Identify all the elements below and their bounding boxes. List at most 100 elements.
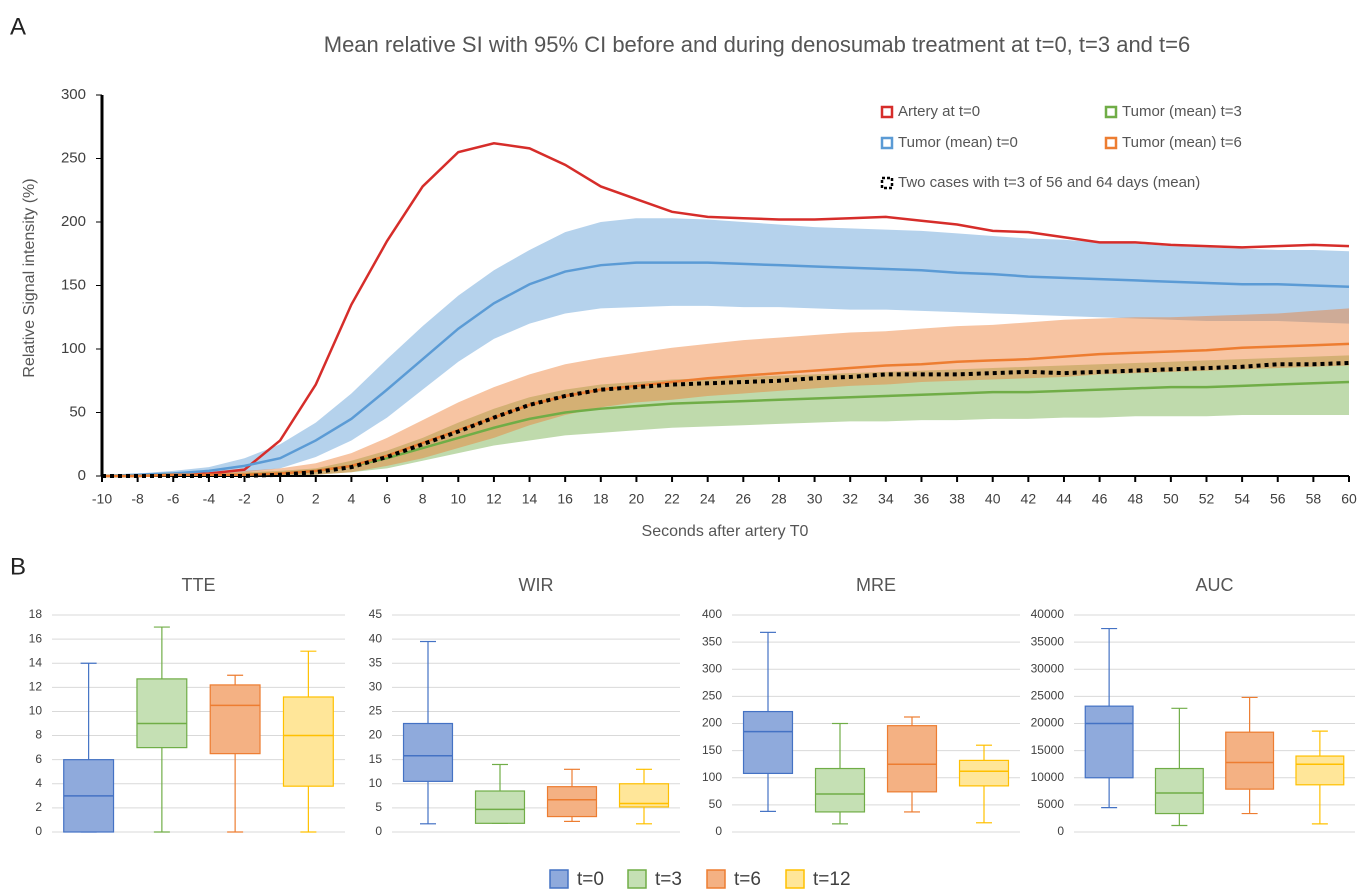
y-tick-label: 50 xyxy=(69,403,86,420)
y-tick-label: 30 xyxy=(369,680,383,694)
y-tick-label: 0 xyxy=(35,824,42,838)
y-tick-label: 250 xyxy=(61,149,86,166)
x-tick-label: 20 xyxy=(629,491,645,507)
x-tick-label: 0 xyxy=(276,491,284,507)
legend-label: Two cases with t=3 of 56 and 64 days (me… xyxy=(898,174,1200,191)
x-tick-label: 34 xyxy=(878,491,894,507)
y-tick-label: 2 xyxy=(35,800,42,814)
box xyxy=(742,710,794,775)
y-tick-label: 20 xyxy=(369,728,383,742)
series-line xyxy=(102,141,1350,478)
box xyxy=(1154,767,1204,815)
x-tick-label: 44 xyxy=(1056,491,1072,507)
legend-label: t=3 xyxy=(655,869,682,890)
legend-swatch xyxy=(785,869,805,889)
y-tick-label: 250 xyxy=(702,689,722,703)
box xyxy=(402,722,454,782)
y-tick-label: 15000 xyxy=(1031,743,1065,757)
box xyxy=(1225,731,1275,790)
y-tick-label: 40000 xyxy=(1031,607,1065,621)
legend-swatch xyxy=(1104,136,1118,150)
y-tick-label: 300 xyxy=(702,661,722,675)
y-tick-label: 25000 xyxy=(1031,689,1065,703)
y-tick-label: 45 xyxy=(369,607,383,621)
y-tick-label: 100 xyxy=(702,770,722,784)
y-tick-label: 20000 xyxy=(1031,716,1065,730)
box xyxy=(886,725,938,793)
y-tick-label: 10 xyxy=(29,704,43,718)
x-tick-label: 28 xyxy=(771,491,787,507)
legend-label: t=6 xyxy=(734,869,761,890)
ci-band xyxy=(102,308,1349,476)
x-tick-label: 50 xyxy=(1163,491,1179,507)
x-tick-label: 42 xyxy=(1021,491,1037,507)
box xyxy=(282,696,334,787)
x-tick-label: -10 xyxy=(92,491,112,507)
x-tick-label: 30 xyxy=(807,491,823,507)
legend-label: t=12 xyxy=(813,869,851,890)
y-tick-label: 15 xyxy=(369,752,383,766)
legend-label: Artery at t=0 xyxy=(898,103,980,120)
x-tick-label: 18 xyxy=(593,491,609,507)
x-tick-label: 8 xyxy=(419,491,427,507)
box xyxy=(1295,755,1345,786)
x-tick-label: 6 xyxy=(383,491,391,507)
legend-swatch xyxy=(880,105,894,119)
legend-swatch xyxy=(880,176,894,190)
y-tick-label: 200 xyxy=(702,716,722,730)
x-tick-label: 24 xyxy=(700,491,716,507)
panel-label: B xyxy=(10,553,26,580)
box xyxy=(136,678,188,749)
y-tick-label: 10000 xyxy=(1031,770,1065,784)
legend-swatch xyxy=(627,869,647,889)
y-tick-label: 5 xyxy=(375,800,382,814)
x-tick-label: 2 xyxy=(312,491,320,507)
x-axis-label: Seconds after artery T0 xyxy=(642,523,809,540)
box xyxy=(618,783,670,808)
box xyxy=(474,790,526,824)
x-tick-label: 38 xyxy=(949,491,965,507)
x-tick-label: 10 xyxy=(450,491,466,507)
subplot-title: MRE xyxy=(856,575,896,595)
y-tick-label: 30000 xyxy=(1031,661,1065,675)
series-line xyxy=(101,261,1350,478)
x-tick-label: -6 xyxy=(167,491,180,507)
legend-label: Tumor (mean) t=3 xyxy=(1122,103,1242,120)
x-tick-label: -2 xyxy=(238,491,251,507)
x-tick-label: 56 xyxy=(1270,491,1286,507)
x-tick-label: 48 xyxy=(1127,491,1143,507)
y-tick-label: 10 xyxy=(369,776,383,790)
y-tick-label: 400 xyxy=(702,607,722,621)
y-tick-label: 50 xyxy=(709,797,723,811)
box xyxy=(814,767,866,813)
legend-label: t=0 xyxy=(577,869,604,890)
legend-swatch xyxy=(1104,105,1118,119)
y-tick-label: 18 xyxy=(29,607,43,621)
ci-band xyxy=(102,218,1349,476)
y-tick-label: 25 xyxy=(369,704,383,718)
box xyxy=(958,759,1010,787)
panel-label: A xyxy=(10,13,26,40)
y-tick-label: 0 xyxy=(78,467,86,484)
x-tick-label: 32 xyxy=(842,491,858,507)
subplot-title: WIR xyxy=(519,575,554,595)
x-tick-label: 40 xyxy=(985,491,1001,507)
y-tick-label: 0 xyxy=(715,824,722,838)
subplot-title: AUC xyxy=(1195,575,1233,595)
y-tick-label: 4 xyxy=(35,776,42,790)
y-tick-label: 0 xyxy=(1057,824,1064,838)
y-tick-label: 16 xyxy=(29,631,43,645)
x-tick-label: 12 xyxy=(486,491,502,507)
legend-label: Tumor (mean) t=0 xyxy=(898,134,1018,151)
y-tick-label: 0 xyxy=(375,824,382,838)
x-tick-label: -4 xyxy=(203,491,216,507)
x-tick-label: 46 xyxy=(1092,491,1108,507)
y-tick-label: 200 xyxy=(61,213,86,230)
x-tick-label: 26 xyxy=(736,491,752,507)
legend-swatch xyxy=(880,136,894,150)
y-tick-label: 150 xyxy=(61,276,86,293)
y-tick-label: 5000 xyxy=(1037,797,1064,811)
y-tick-label: 14 xyxy=(29,655,43,669)
y-tick-label: 12 xyxy=(29,680,43,694)
